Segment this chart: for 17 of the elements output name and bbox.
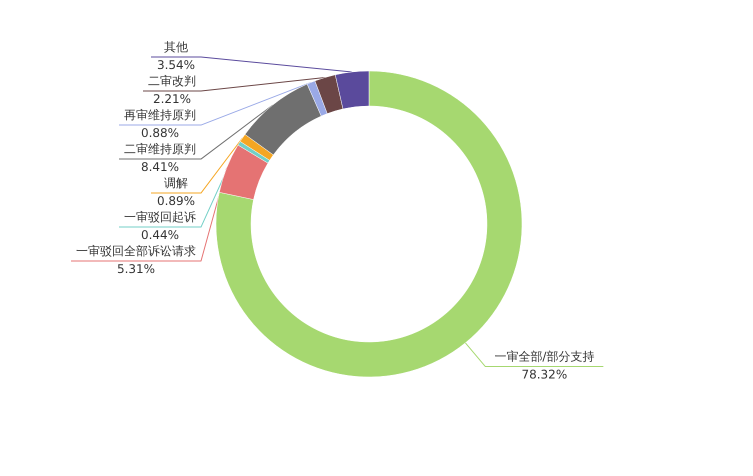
slice-label: 一审驳回全部诉讼请求 <box>76 244 196 258</box>
data-label: 5.31% <box>116 262 156 276</box>
data-label: 0.88% <box>140 126 180 140</box>
data-label: 78.32% <box>521 368 568 382</box>
data-label: 2.21% <box>152 92 192 106</box>
slice-label: 再审维持原判 <box>124 108 196 122</box>
slice-label: 二审维持原判 <box>124 142 196 156</box>
slice-label: 二审改判 <box>148 74 196 88</box>
slice-label: 调解 <box>164 176 188 190</box>
data-label: 0.44% <box>140 228 180 242</box>
slice-label: 一审全部/部分支持 <box>494 350 594 364</box>
donut-slice <box>219 144 268 200</box>
data-label: 3.54% <box>156 58 196 72</box>
data-label: 0.89% <box>156 194 196 208</box>
slice-label: 一审驳回起诉 <box>124 210 196 224</box>
slice-label: 其他 <box>164 40 188 54</box>
data-label: 8.41% <box>140 160 180 174</box>
